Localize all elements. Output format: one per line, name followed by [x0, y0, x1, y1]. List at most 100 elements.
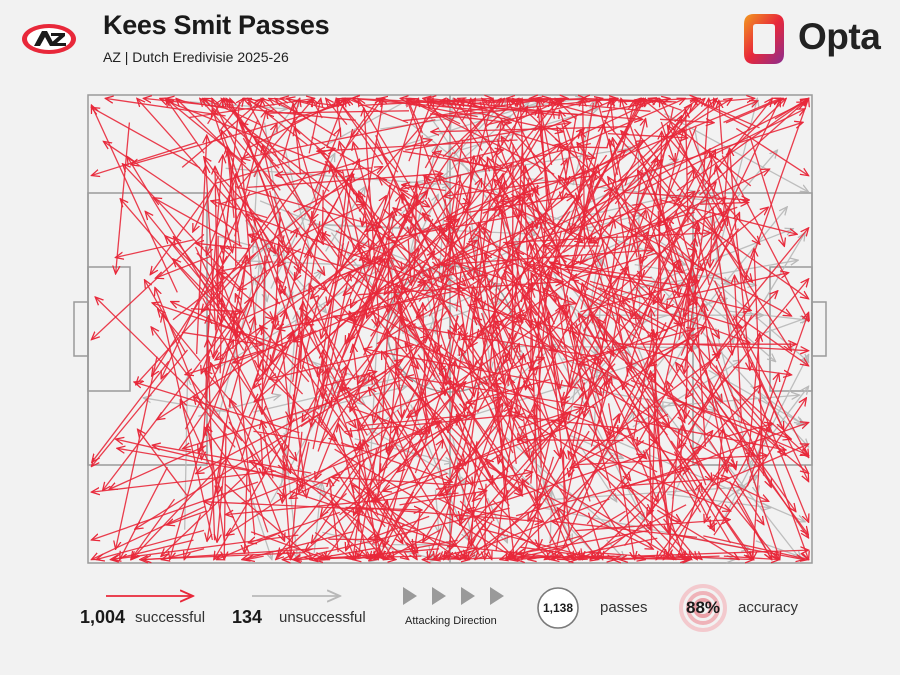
successful-pass — [435, 472, 533, 490]
successful-pass — [349, 480, 460, 559]
successful-pass — [341, 194, 417, 359]
successful-pass — [338, 424, 368, 557]
successful-pass — [244, 200, 276, 253]
successful-pass — [587, 423, 631, 480]
successful-pass — [590, 510, 642, 559]
successful-pass — [261, 433, 263, 476]
successful-pass — [501, 128, 595, 159]
successful-pass — [696, 228, 710, 286]
successful-pass — [349, 262, 516, 320]
successful-pass — [390, 281, 425, 329]
successful-pass — [272, 196, 300, 273]
successful-pass — [138, 429, 189, 497]
successful-pass — [340, 196, 386, 272]
successful-pass — [216, 298, 252, 370]
successful-pass — [281, 98, 340, 107]
successful-pass — [458, 199, 680, 262]
successful-pass — [410, 291, 445, 379]
successful-pass — [351, 101, 378, 138]
attacking-direction-arrows — [403, 587, 504, 605]
accuracy-value: 88% — [685, 598, 721, 617]
successful-pass — [460, 513, 493, 560]
successful-pass — [466, 378, 551, 403]
successful-pass — [394, 294, 499, 490]
successful-pass — [361, 415, 474, 427]
successful-pass — [688, 228, 740, 307]
successful-pass — [686, 295, 759, 398]
successful-pass — [549, 312, 571, 537]
successful-pass — [586, 403, 686, 525]
successful-pass — [619, 182, 716, 307]
successful-pass — [575, 322, 610, 435]
successful-pass — [723, 151, 730, 217]
successful-pass — [653, 191, 680, 270]
successful-pass — [321, 241, 350, 338]
successful-pass — [195, 135, 207, 355]
successful-pass — [414, 182, 417, 283]
successful-pass — [322, 189, 323, 239]
passes-label: passes — [600, 599, 648, 616]
successful-pass — [166, 510, 208, 525]
successful-pass — [663, 247, 720, 338]
successful-pass — [473, 412, 571, 523]
successful-pass — [561, 124, 591, 243]
successful-pass — [260, 325, 310, 383]
successful-pass — [448, 292, 474, 432]
successful-pass — [103, 312, 239, 491]
successful-pass — [393, 208, 515, 313]
successful-pass — [572, 160, 636, 267]
successful-pass — [204, 157, 263, 242]
successful-pass — [91, 349, 189, 467]
successful-pass — [367, 191, 416, 318]
successful-pass — [667, 218, 696, 284]
unsuccessful-label: unsuccessful — [279, 609, 366, 626]
successful-pass — [185, 349, 264, 375]
successful-pass — [705, 370, 727, 472]
successful-pass — [334, 316, 485, 371]
successful-pass — [417, 277, 451, 317]
successful-pass — [580, 130, 625, 349]
successful-pass — [240, 310, 286, 462]
successful-pass — [678, 250, 696, 341]
successful-pass — [312, 273, 349, 450]
unsuccessful-pass — [567, 256, 600, 425]
successful-pass — [492, 185, 540, 210]
successful-pass — [461, 98, 494, 214]
successful-pass — [623, 298, 706, 414]
successful-pass — [496, 138, 556, 302]
successful-pass — [376, 98, 446, 178]
successful-pass — [230, 362, 297, 461]
successful-pass — [317, 259, 384, 452]
successful-pass — [459, 500, 515, 559]
successful-pass — [432, 240, 477, 271]
successful-pass — [716, 402, 808, 538]
successful-pass — [162, 314, 214, 541]
successful-pass — [446, 315, 459, 385]
successful-pass — [447, 177, 544, 220]
successful-pass — [254, 290, 382, 402]
successful-pass — [676, 98, 809, 192]
successful-pass — [578, 313, 702, 513]
successful-pass — [238, 248, 302, 290]
successful-pass — [259, 230, 285, 294]
successful-pass — [260, 420, 285, 471]
successful-pass — [120, 199, 247, 346]
successful-pass — [704, 98, 772, 186]
successful-pass — [673, 169, 694, 207]
successful-pass — [562, 292, 653, 400]
successful-pass — [688, 129, 747, 279]
successful-pass — [250, 98, 345, 148]
successful-pass — [408, 239, 411, 285]
successful-pass — [193, 175, 219, 232]
successful-pass — [569, 273, 621, 477]
successful-pass — [610, 490, 674, 560]
successful-pass — [382, 351, 432, 460]
successful-pass — [750, 373, 779, 458]
successful-pass — [160, 98, 333, 169]
successful-passes — [91, 98, 808, 559]
successful-pass — [534, 188, 548, 257]
unsuccessful-pass — [664, 113, 809, 192]
successful-pass — [619, 315, 660, 406]
successful-pass — [571, 444, 731, 512]
az-club-logo — [22, 24, 76, 54]
